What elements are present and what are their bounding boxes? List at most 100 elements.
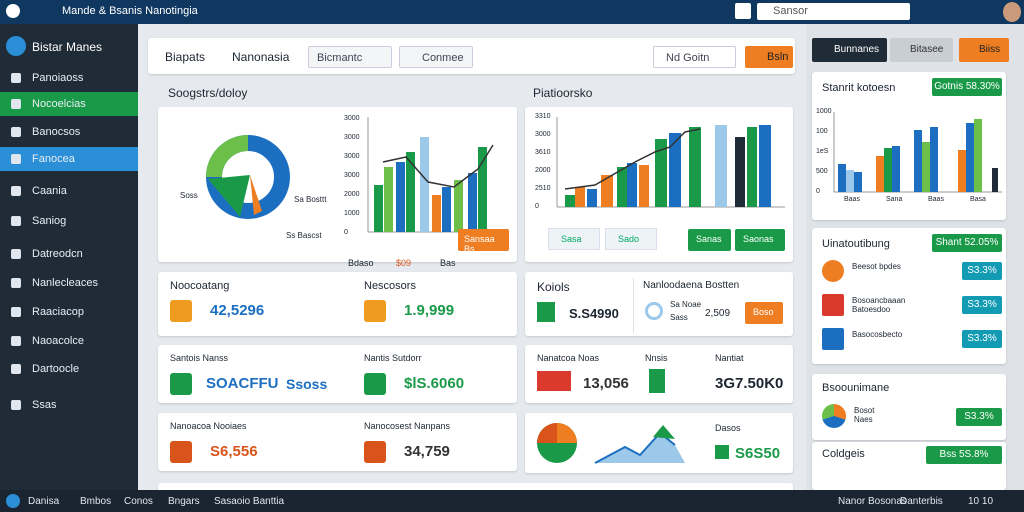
- search-box[interactable]: Sansor: [757, 3, 910, 20]
- bottom-item[interactable]: Bngars: [168, 496, 200, 507]
- row-label: Beesot bpdes: [852, 262, 901, 271]
- nav-icon: [11, 400, 21, 410]
- stat-card: Santois Nanss SOACFFU Nantis Sutdorr $lS.60…: [158, 345, 517, 403]
- row-icon: [822, 260, 844, 282]
- row-badge: S3.3%: [962, 262, 1002, 280]
- search-icon[interactable]: [735, 3, 751, 19]
- nav-icon: [11, 154, 21, 164]
- chart-button[interactable]: Sasa: [548, 228, 600, 250]
- bottom-status: Danterbis: [900, 496, 943, 507]
- chart-button[interactable]: Sanas: [688, 229, 731, 251]
- detail-button[interactable]: Boso: [745, 302, 783, 324]
- nav-item[interactable]: Ssas: [0, 393, 138, 417]
- kpi-icon: [537, 302, 555, 322]
- tab[interactable]: Biiss: [959, 38, 1009, 62]
- chart-button[interactable]: Sansaa Bs: [458, 229, 509, 254]
- action-button[interactable]: Bsln: [745, 46, 793, 68]
- chart-graphics: [833, 112, 1002, 193]
- toolbar-subtitle: Nanonasia: [232, 50, 290, 64]
- card-title: Stanrit kotoesn: [822, 82, 896, 94]
- pie-slice: [208, 175, 250, 217]
- nav-item[interactable]: Banocsos: [0, 120, 138, 144]
- panel-chart-card: Stanrit kotoesn Gotnis 58.30% 1000 100 1eS…: [812, 72, 1006, 220]
- y-tick-label: 100: [816, 128, 828, 135]
- bars: [374, 137, 487, 232]
- stat-label: Nantiat: [715, 353, 744, 363]
- nav-item[interactable]: Panoiaoss: [0, 66, 138, 90]
- avatar[interactable]: [1003, 2, 1021, 22]
- nav-icon: [11, 99, 21, 109]
- right-panel: Bunnanes Bitasee Biiss Stanrit kotoesn G…: [806, 24, 1024, 490]
- chart-button[interactable]: Saonas: [735, 229, 785, 251]
- row-badge: S3.3%: [962, 330, 1002, 348]
- tab[interactable]: Bitasee: [890, 38, 953, 62]
- nav-icon: [11, 216, 21, 226]
- stat-value: 13,056: [583, 375, 629, 392]
- chart-graphics: [206, 117, 503, 233]
- tab[interactable]: Bunnanes: [812, 38, 887, 62]
- stat-label: Nanocosest Nanpans: [364, 421, 451, 431]
- toolbar-title: Biapats: [165, 50, 206, 64]
- top-bar: Mande & Bsanis Nanotingia Sansor: [0, 0, 1024, 24]
- stat-label: Noocoatang: [170, 280, 230, 292]
- detail-line: Sa Noae: [670, 300, 702, 309]
- y-tick-label: 3000: [344, 115, 360, 122]
- row-icon: [822, 294, 844, 316]
- kpi-card: Koiols S.S4990 Nanloodaena Bostten Sa No…: [525, 272, 793, 336]
- stat-label: Nnsis: [645, 353, 668, 363]
- stat-icon: [649, 369, 665, 393]
- kpi-value: S.S4990: [569, 306, 619, 321]
- bottom-item[interactable]: Sasaoio Banttia: [214, 496, 285, 507]
- bottom-item[interactable]: Danisa: [28, 496, 60, 507]
- main: Biapats Nanonasia Bicmantc Conmee Nd Goi…: [138, 24, 806, 493]
- row-icon: [822, 328, 844, 350]
- y-tick-label: 3310: [535, 113, 551, 120]
- row-badge: S3.3%: [962, 296, 1002, 314]
- dropdown[interactable]: Bicmantc: [308, 46, 392, 68]
- bottom-bar: Danisa Bmbos Conos Bngars Sasaoio Banttia Nan…: [0, 490, 1024, 512]
- stat-extra: Ssoss: [286, 376, 328, 392]
- mini-graphics: [537, 423, 685, 464]
- nav-item[interactable]: Dartoocle: [0, 357, 138, 381]
- nav-item[interactable]: Fanocea: [0, 147, 138, 171]
- card-title: Bsoounimane: [822, 382, 890, 394]
- donut-segment: [206, 135, 249, 178]
- pie-slice: [250, 175, 262, 215]
- footer-text: Bas: [440, 258, 456, 268]
- nav-item[interactable]: Saniog: [0, 209, 138, 233]
- y-tick-label: 3000: [344, 172, 360, 179]
- x-label: Baas: [844, 196, 860, 203]
- nav-item[interactable]: Datreodcn: [0, 242, 138, 266]
- y-tick-label: 500: [816, 168, 828, 175]
- bottom-item[interactable]: Bmbos: [80, 496, 112, 507]
- row3-card: Nanatcoa Noas 13,056 Nnsis Nantiat 3G7.5…: [525, 345, 793, 403]
- bottom-status: Nanor Bosonas: [838, 496, 907, 507]
- x-label: Baas: [928, 196, 944, 203]
- nav-icon: [11, 127, 21, 137]
- stat-value: 42,5296: [210, 302, 265, 319]
- sidebar: Bistar Manes Panoiaoss Nocoelcias Banocsos…: [0, 24, 138, 490]
- nav-item[interactable]: Caania: [0, 179, 138, 203]
- nav-item[interactable]: Naoacolce: [0, 329, 138, 353]
- last-card: Coldgeis Bss 5S.8%: [812, 442, 1006, 490]
- toolbar: Biapats Nanonasia Bicmantc Conmee Nd Goi…: [148, 38, 795, 74]
- stat-icon: [170, 373, 192, 395]
- y-tick-label: 3000: [535, 131, 551, 138]
- nav-item[interactable]: Raaciacop: [0, 300, 138, 324]
- chart-button[interactable]: Sado: [605, 228, 657, 250]
- nav-icon: [11, 249, 21, 259]
- logo: [6, 4, 20, 18]
- filter[interactable]: Nd Goitn: [653, 46, 736, 68]
- pie-label: Sa Bosttt: [294, 195, 327, 204]
- y-tick-label: 0: [535, 203, 539, 210]
- row4-card: Dasos S6S50: [525, 413, 793, 473]
- y-tick-label: 3000: [344, 153, 360, 160]
- bottom-item[interactable]: Conos: [124, 496, 153, 507]
- app-title: Mande & Bsanis Nanotingia: [62, 5, 198, 17]
- nav-item[interactable]: Nocoelcias: [0, 92, 138, 116]
- button[interactable]: Conmee: [399, 46, 473, 68]
- stat-card: Noocoatang 42,5296 Nescosors 1.9,999: [158, 272, 517, 336]
- pie-label: Ss Bascst: [286, 231, 322, 240]
- nav-item[interactable]: Nanlecleaces: [0, 271, 138, 295]
- stat-value: 1.9,999: [404, 302, 455, 319]
